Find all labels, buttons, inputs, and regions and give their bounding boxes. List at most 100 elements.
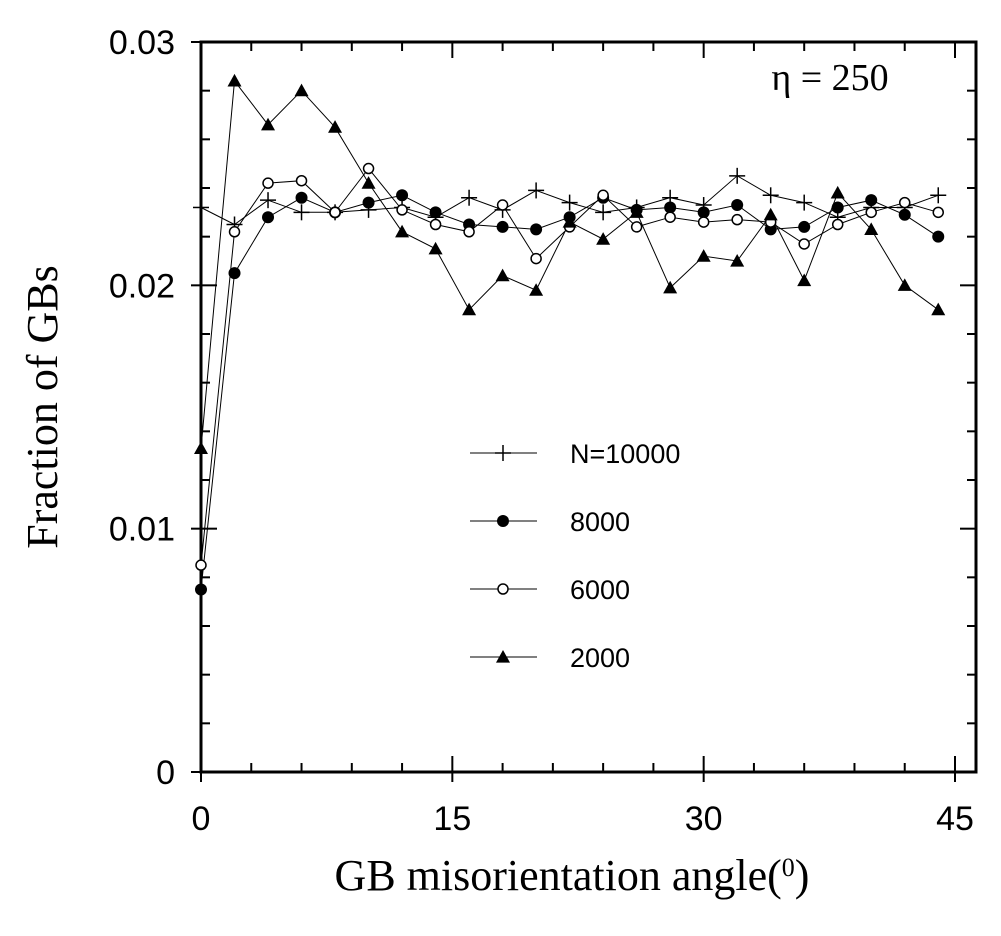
legend-label: N=10000 [570, 439, 680, 469]
filled-triangle-marker [596, 232, 611, 245]
open-circle-marker [664, 211, 676, 223]
plus-marker [260, 192, 277, 209]
filled-triangle-marker [730, 254, 745, 267]
filled-circle-marker [932, 230, 945, 243]
x-tick-label: 0 [192, 800, 211, 838]
plus-marker [729, 167, 746, 184]
filled-triangle-marker [294, 83, 309, 97]
plus-marker [193, 199, 209, 216]
x-tick-label: 45 [936, 800, 974, 838]
filled-circle-marker [731, 199, 744, 212]
legend-label: 8000 [570, 507, 630, 537]
open-circle-marker [831, 218, 844, 231]
filled-triangle-marker [194, 441, 208, 454]
filled-triangle-marker [696, 249, 711, 262]
annotation: η = 250 [771, 57, 888, 99]
filled-triangle-marker [395, 224, 410, 238]
filled-circle-marker [396, 189, 409, 202]
axis-ticks [191, 41, 976, 782]
filled-triangle-marker [462, 302, 477, 316]
x-tick-label: 15 [433, 800, 471, 838]
legend: N=10000 8000 6000 2000 [470, 439, 680, 673]
plus-marker [762, 187, 779, 204]
y-tick-label: 0.01 [109, 511, 175, 549]
x-axis-title-sup: 0 [782, 853, 795, 882]
open-circle-marker [932, 206, 944, 219]
plus-marker [293, 204, 310, 221]
filled-triangle-marker [629, 205, 644, 218]
filled-triangle-marker [361, 176, 376, 189]
filled-circle-marker [664, 201, 677, 214]
filled-circle-marker [295, 191, 308, 204]
y-tick-label: 0.02 [109, 267, 175, 305]
legend-item: N=10000 [470, 439, 680, 469]
filled-triangle-marker [897, 278, 912, 291]
plus-marker [796, 194, 813, 211]
y-tick-label: 0 [156, 754, 175, 792]
plus-marker [495, 445, 511, 461]
filled-triangle-marker [830, 185, 845, 199]
filled-triangle-marker [663, 280, 678, 294]
open-circle-marker [898, 196, 911, 209]
filled-triangle-marker [864, 222, 879, 235]
x-axis-title-main: GB misorientation angle( [335, 851, 782, 900]
filled-triangle-marker [763, 207, 778, 221]
y-axis-title: Fraction of GBs [18, 265, 67, 549]
filled-circle-marker [195, 583, 207, 596]
open-circle-marker [865, 206, 877, 219]
open-circle-marker [463, 226, 475, 238]
plus-marker [528, 182, 545, 199]
open-circle-marker [396, 204, 408, 216]
filled-triangle-marker [562, 215, 577, 228]
legend-item: 2000 [470, 643, 630, 673]
filled-triangle-marker [496, 650, 510, 663]
x-tick-label: 30 [685, 800, 723, 838]
open-circle-marker [362, 162, 375, 175]
series-markers [193, 73, 947, 596]
open-circle-marker [295, 174, 308, 187]
series-line [200, 79, 939, 449]
open-circle-marker [697, 216, 710, 228]
filled-circle-marker [362, 196, 375, 209]
filled-circle-marker [865, 194, 878, 207]
filled-triangle-marker [261, 117, 276, 131]
filled-circle-marker [228, 267, 241, 280]
open-circle-marker [195, 559, 207, 571]
filled-circle-marker [496, 220, 509, 233]
y-tick-label: 0.03 [109, 24, 175, 62]
legend-label: 2000 [570, 643, 630, 673]
filled-circle-marker [429, 206, 442, 219]
filled-triangle-marker [529, 283, 544, 296]
plus-marker [595, 204, 612, 221]
filled-circle-marker [497, 515, 509, 527]
plus-marker [461, 189, 478, 206]
legend-label: 6000 [570, 575, 630, 605]
filled-triangle-marker [931, 302, 946, 316]
open-circle-marker [329, 206, 341, 219]
open-circle-marker [731, 213, 743, 226]
x-axis-title: GB misorientation angle(0) [335, 851, 810, 900]
open-circle-marker [497, 583, 509, 595]
filled-circle-marker [831, 201, 844, 214]
open-circle-marker [798, 238, 810, 250]
filled-triangle-marker [227, 73, 242, 87]
filled-circle-marker [262, 211, 275, 224]
filled-triangle-marker [328, 120, 343, 133]
filled-circle-marker [798, 220, 811, 233]
filled-circle-marker [898, 208, 911, 221]
legend-item: 8000 [470, 507, 630, 537]
axis-tick-labels: 0 15 30 45 0 0.01 0.02 0.03 [109, 24, 974, 838]
open-circle-marker [597, 189, 609, 202]
open-circle-marker [429, 218, 442, 231]
open-circle-marker [496, 199, 509, 211]
open-circle-marker [262, 177, 274, 189]
filled-triangle-marker [428, 241, 443, 255]
filled-circle-marker [530, 223, 543, 236]
filled-triangle-marker [797, 273, 812, 287]
filled-circle-marker [697, 206, 710, 219]
open-circle-marker [530, 252, 542, 265]
open-circle-marker [630, 221, 643, 233]
plus-marker [561, 194, 578, 211]
open-circle-marker [228, 226, 241, 238]
